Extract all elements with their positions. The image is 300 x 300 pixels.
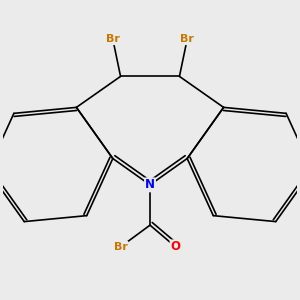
Text: O: O <box>171 240 181 254</box>
Text: Br: Br <box>114 242 128 252</box>
Text: Br: Br <box>106 34 120 44</box>
Text: N: N <box>145 178 155 191</box>
Text: Br: Br <box>180 34 194 44</box>
